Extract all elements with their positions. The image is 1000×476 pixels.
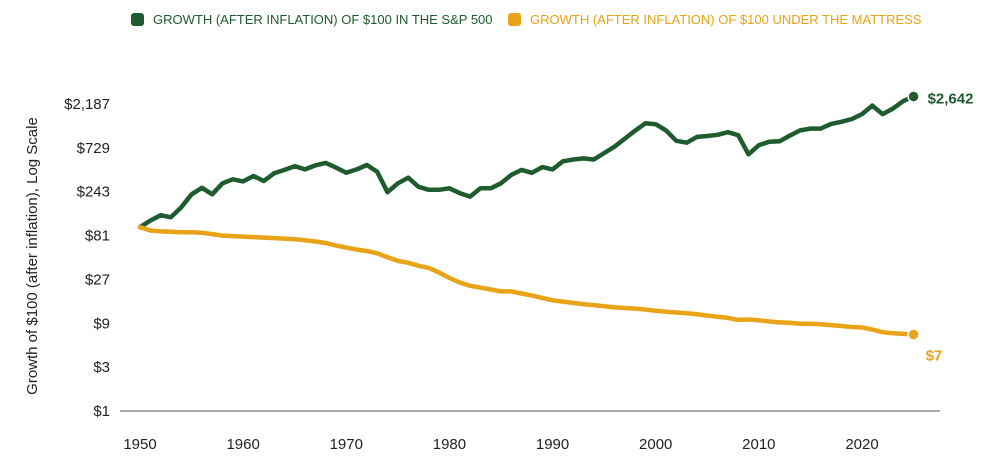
legend-item-sp500: GROWTH (AFTER INFLATION) OF $100 IN THE … (131, 12, 493, 27)
legend: GROWTH (AFTER INFLATION) OF $100 IN THE … (131, 12, 922, 27)
x-tick-label: 2020 (845, 436, 878, 453)
y-tick-label: $81 (85, 228, 110, 245)
x-tick-label: 1950 (123, 436, 156, 453)
y-tick-label: $729 (77, 140, 110, 157)
y-tick-label: $3 (93, 359, 110, 376)
x-tick-label: 1960 (226, 436, 259, 453)
x-tick-label: 1980 (433, 436, 466, 453)
y-tick-labels: $1 $3 $9 $27 $81 $243 $729 $2,187 (64, 96, 110, 420)
y-tick-label: $1 (93, 403, 110, 420)
end-label-sp500: $2,642 (928, 90, 974, 107)
x-tick-label: 2010 (742, 436, 775, 453)
series-line-sp500 (137, 94, 916, 230)
legend-label-mattress: GROWTH (AFTER INFLATION) OF $100 UNDER T… (530, 12, 922, 27)
legend-swatch-mattress (508, 13, 521, 26)
x-tick-label: 1990 (536, 436, 569, 453)
legend-swatch-sp500 (131, 13, 144, 26)
y-tick-label: $2,187 (64, 96, 110, 113)
y-tick-label: $243 (77, 184, 110, 201)
end-marker-mattress (907, 328, 920, 341)
legend-label-sp500: GROWTH (AFTER INFLATION) OF $100 IN THE … (153, 12, 493, 27)
series-layer: $2,642 $7 (137, 90, 974, 364)
series-line-mattress (137, 224, 916, 337)
legend-item-mattress: GROWTH (AFTER INFLATION) OF $100 UNDER T… (508, 12, 922, 27)
y-axis-title: Growth of $100 (after inflation), Log Sc… (24, 117, 41, 395)
y-tick-label: $27 (85, 271, 110, 288)
end-label-mattress: $7 (926, 347, 943, 364)
y-tick-label: $9 (93, 315, 110, 332)
x-tick-label: 2000 (639, 436, 672, 453)
x-tick-label: 1970 (330, 436, 363, 453)
x-tick-labels: 1950 1960 1970 1980 1990 2000 2010 2020 (123, 436, 878, 453)
end-marker-sp500 (907, 90, 920, 103)
